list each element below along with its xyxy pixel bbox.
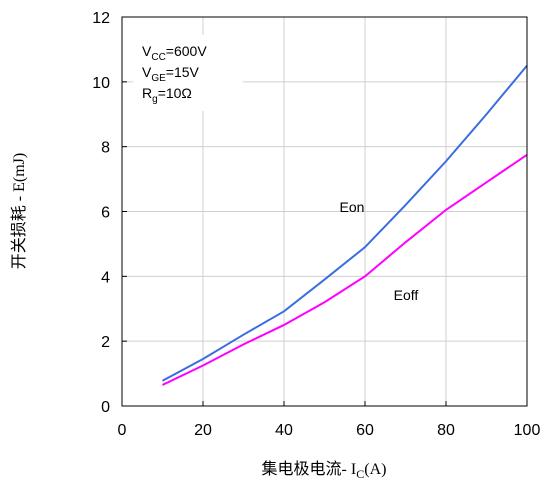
- condition: VCC=600V: [142, 43, 207, 63]
- condition-value: =10Ω: [158, 85, 192, 101]
- series-label: Eon: [340, 199, 365, 215]
- y-tick-label: 4: [101, 269, 110, 286]
- series-line: [162, 153, 528, 386]
- condition-value: =15V: [166, 64, 200, 80]
- condition: Rg=10Ω: [142, 85, 192, 105]
- ticks: 0 2 4 6 8 10 12 0 20 40 60 80 100: [92, 10, 540, 439]
- condition-value: =600V: [166, 43, 208, 59]
- x-tick-label: 60: [356, 422, 374, 439]
- y-tick-label: 0: [101, 399, 110, 416]
- y-tick-label: 2: [101, 334, 110, 351]
- y-tick-label: 6: [101, 205, 110, 222]
- series-label: Eoff: [394, 287, 419, 303]
- y-tick-label: 10: [92, 75, 110, 92]
- x-axis-label: 集电极电流- IC(A): [262, 460, 387, 481]
- series-line: [162, 64, 528, 382]
- x-tick-label: 0: [118, 422, 127, 439]
- condition-subscript: GE: [151, 73, 166, 84]
- condition-symbol: V: [142, 43, 152, 59]
- x-tick-label: 20: [194, 422, 212, 439]
- y-axis-label: 开关损耗 - E(mJ): [10, 153, 28, 269]
- x-tick-label: 100: [514, 422, 541, 439]
- condition-subscript: g: [152, 94, 158, 105]
- y-tick-label: 12: [92, 10, 110, 27]
- y-tick-label: 8: [101, 140, 110, 157]
- condition-subscript: CC: [151, 52, 165, 63]
- condition-symbol: R: [142, 85, 152, 101]
- x-tick-label: 40: [275, 422, 293, 439]
- lines: [162, 64, 528, 386]
- conditions-box: [133, 35, 243, 111]
- x-tick-label: 80: [437, 422, 455, 439]
- condition-symbol: V: [142, 64, 152, 80]
- condition: VGE=15V: [142, 64, 200, 84]
